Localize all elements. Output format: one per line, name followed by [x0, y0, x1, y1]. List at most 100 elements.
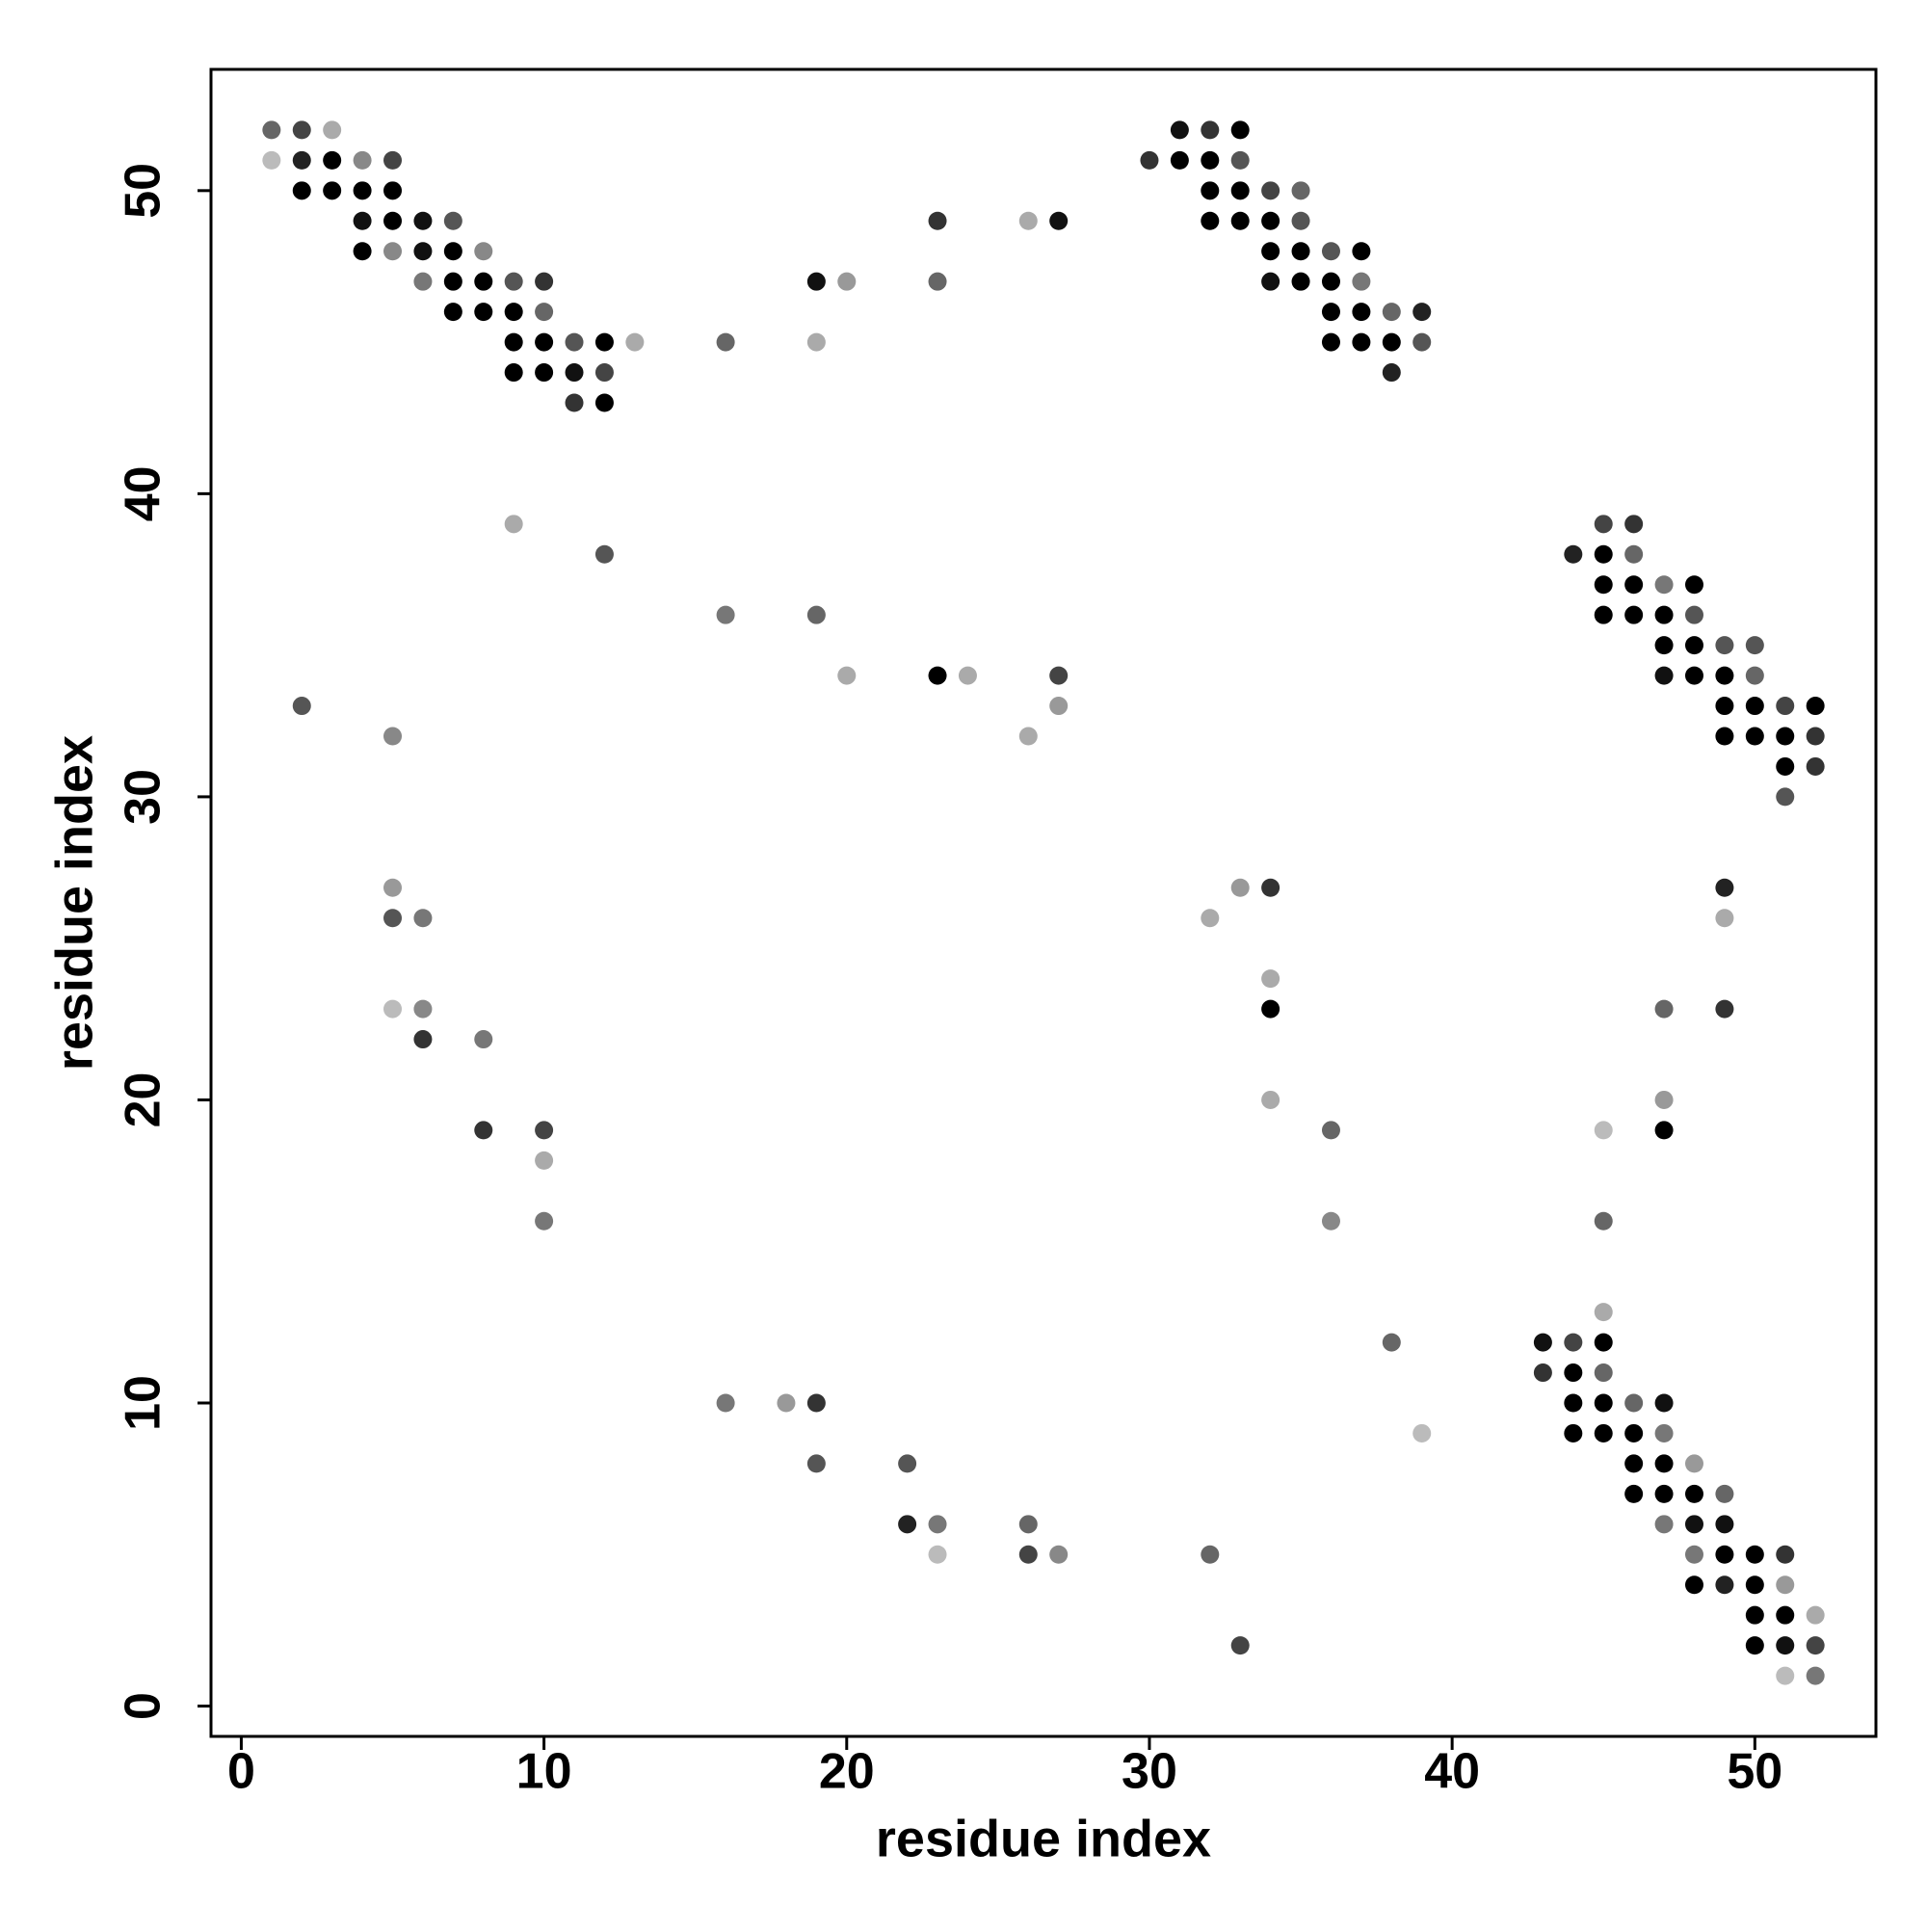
contact-point [1745, 1575, 1764, 1595]
contact-point [1564, 1393, 1583, 1413]
contact-point [594, 363, 614, 383]
contact-point [1352, 332, 1371, 352]
contact-point [383, 211, 403, 230]
contact-point [928, 211, 947, 230]
contact-point [1291, 181, 1310, 200]
contact-point [806, 1393, 826, 1413]
x-tick-label: 0 [227, 1744, 255, 1800]
contact-point [1745, 1605, 1764, 1625]
contact-point [1684, 605, 1703, 624]
contact-point [594, 393, 614, 412]
contact-point [1684, 636, 1703, 655]
contact-point [625, 332, 645, 352]
x-tick-label: 50 [1727, 1744, 1782, 1800]
contact-point [443, 272, 462, 291]
contact-point [1654, 1454, 1674, 1473]
contact-point [474, 242, 493, 261]
contact-point [1715, 1484, 1734, 1503]
contact-point [1776, 1545, 1795, 1564]
contact-point [716, 605, 735, 624]
contact-point [1412, 332, 1432, 352]
y-axis-title: residue index [45, 735, 103, 1071]
contact-point [1533, 1363, 1552, 1383]
x-tick-label: 20 [819, 1744, 875, 1800]
contact-point [1201, 181, 1220, 200]
contact-point [1049, 1545, 1069, 1564]
contact-point [323, 120, 342, 140]
contact-point [1261, 242, 1280, 261]
contact-point [1594, 575, 1613, 595]
contact-point [1654, 575, 1674, 595]
contact-point [1684, 1454, 1703, 1473]
contact-point [292, 150, 311, 170]
plot-frame [209, 67, 1878, 1738]
contact-point [1261, 181, 1280, 200]
contact-point [1049, 697, 1069, 716]
contact-point [1806, 697, 1825, 716]
contact-point [1806, 1666, 1825, 1685]
contact-point [1382, 363, 1401, 383]
contact-point [262, 120, 281, 140]
x-axis-title: residue index [876, 1810, 1211, 1867]
contact-point [1230, 120, 1250, 140]
contact-point [443, 211, 462, 230]
contact-point [928, 272, 947, 291]
contact-point [1654, 1393, 1674, 1413]
contact-point [504, 303, 523, 322]
contact-point [1261, 969, 1280, 989]
contact-point [413, 272, 433, 291]
contact-point [413, 1030, 433, 1049]
contact-point [594, 544, 614, 564]
contact-point [1745, 1636, 1764, 1655]
contact-point [1594, 1211, 1613, 1231]
contact-point [383, 242, 403, 261]
contact-point [837, 666, 857, 685]
contact-point [898, 1454, 917, 1473]
contact-point [1624, 515, 1644, 534]
contact-point [1624, 605, 1644, 624]
contact-point [1291, 211, 1310, 230]
contact-point [1715, 636, 1734, 655]
contact-point [535, 1211, 554, 1231]
contact-point [1594, 1303, 1613, 1322]
contact-point [1654, 605, 1674, 624]
contact-point [1654, 666, 1674, 685]
contact-point [716, 332, 735, 352]
contact-point [1806, 1605, 1825, 1625]
contact-point [1684, 1484, 1703, 1503]
contact-point [1715, 999, 1734, 1019]
contact-point [1715, 878, 1734, 897]
contact-point [1684, 1515, 1703, 1534]
contact-point [1382, 1333, 1401, 1352]
contact-point [1594, 605, 1613, 624]
contact-point [806, 605, 826, 624]
contact-point [1745, 727, 1764, 746]
contact-point [1776, 727, 1795, 746]
contact-point [1624, 575, 1644, 595]
contact-point [443, 242, 462, 261]
contact-point [1170, 120, 1189, 140]
contact-point [1745, 636, 1764, 655]
contact-point [1321, 1121, 1340, 1140]
contact-point [383, 727, 403, 746]
contact-point [1321, 272, 1340, 291]
contact-point [1594, 544, 1613, 564]
contact-point [1715, 909, 1734, 928]
contact-point [504, 363, 523, 383]
contact-point [1352, 242, 1371, 261]
contact-point [474, 1030, 493, 1049]
contact-point [1382, 332, 1401, 352]
contact-point [1624, 1393, 1644, 1413]
contact-point [1684, 575, 1703, 595]
contact-point [1564, 1363, 1583, 1383]
contact-point [1230, 211, 1250, 230]
contact-point [1654, 636, 1674, 655]
contact-point [1715, 1515, 1734, 1534]
contact-point [1715, 1575, 1734, 1595]
contact-point [777, 1393, 796, 1413]
x-tick-label: 30 [1122, 1744, 1177, 1800]
contact-point [504, 272, 523, 291]
contact-point [443, 303, 462, 322]
contact-point [1201, 211, 1220, 230]
contact-point [1654, 1121, 1674, 1140]
